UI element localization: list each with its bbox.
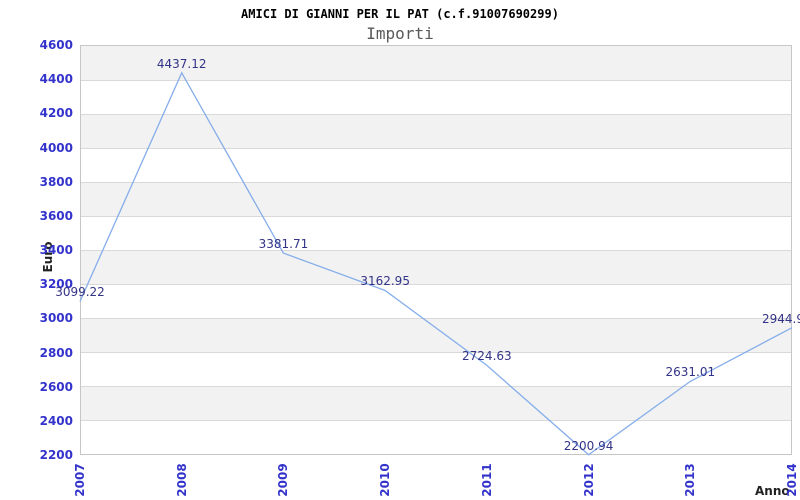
y-tick-label: 2400 <box>39 413 73 428</box>
chart-title: AMICI DI GIANNI PER IL PAT (c.f.91007690… <box>241 7 559 21</box>
plot-band <box>81 386 791 420</box>
plot-band <box>81 318 791 352</box>
gridline <box>81 386 791 387</box>
y-tick-label: 3000 <box>39 311 73 326</box>
plot-area <box>80 45 792 455</box>
gridline <box>81 284 791 285</box>
data-label: 3162.95 <box>360 274 410 289</box>
plot-band <box>81 182 791 216</box>
y-tick-label: 4200 <box>39 106 73 121</box>
gridline <box>81 352 791 353</box>
y-tick-label: 3600 <box>39 208 73 223</box>
gridline <box>81 114 791 115</box>
gridline <box>81 216 791 217</box>
data-label: 2200.94 <box>563 438 614 453</box>
x-tick-label: 2010 <box>378 463 393 497</box>
y-tick-label: 2600 <box>39 379 73 394</box>
chart-subtitle: Importi <box>366 24 434 43</box>
plot-band <box>81 114 791 148</box>
plot-band <box>81 250 791 284</box>
data-label: 2724.63 <box>462 349 512 364</box>
data-label: 3099.22 <box>55 285 105 300</box>
gridline <box>81 250 791 251</box>
x-tick-label: 2008 <box>174 463 189 497</box>
gridline <box>81 80 791 81</box>
x-tick-label: 2014 <box>785 463 799 497</box>
y-tick-label: 3400 <box>39 243 73 257</box>
x-axis-title: Anno <box>755 484 790 498</box>
data-label: 3381.71 <box>258 237 309 252</box>
x-tick-label: 2012 <box>581 463 596 497</box>
gridline <box>81 182 791 183</box>
gridline <box>81 318 791 319</box>
x-tick-label: 2007 <box>73 463 87 497</box>
y-tick-label: 4600 <box>39 38 73 52</box>
gridline <box>81 420 791 421</box>
x-tick-label: 2011 <box>479 463 494 497</box>
data-label: 4437.12 <box>156 56 207 71</box>
y-tick-label: 3200 <box>39 277 73 292</box>
y-tick-label: 2200 <box>39 448 73 462</box>
x-tick-label: 2009 <box>276 463 291 497</box>
y-tick-label: 4400 <box>39 72 73 87</box>
y-tick-label: 3800 <box>39 174 73 189</box>
y-tick-label: 4000 <box>39 140 73 155</box>
y-tick-label: 2800 <box>39 345 73 360</box>
data-label: 2944.9 <box>762 311 800 326</box>
gridline <box>81 148 791 149</box>
data-label: 2631.01 <box>665 365 716 380</box>
x-tick-label: 2013 <box>683 463 698 497</box>
